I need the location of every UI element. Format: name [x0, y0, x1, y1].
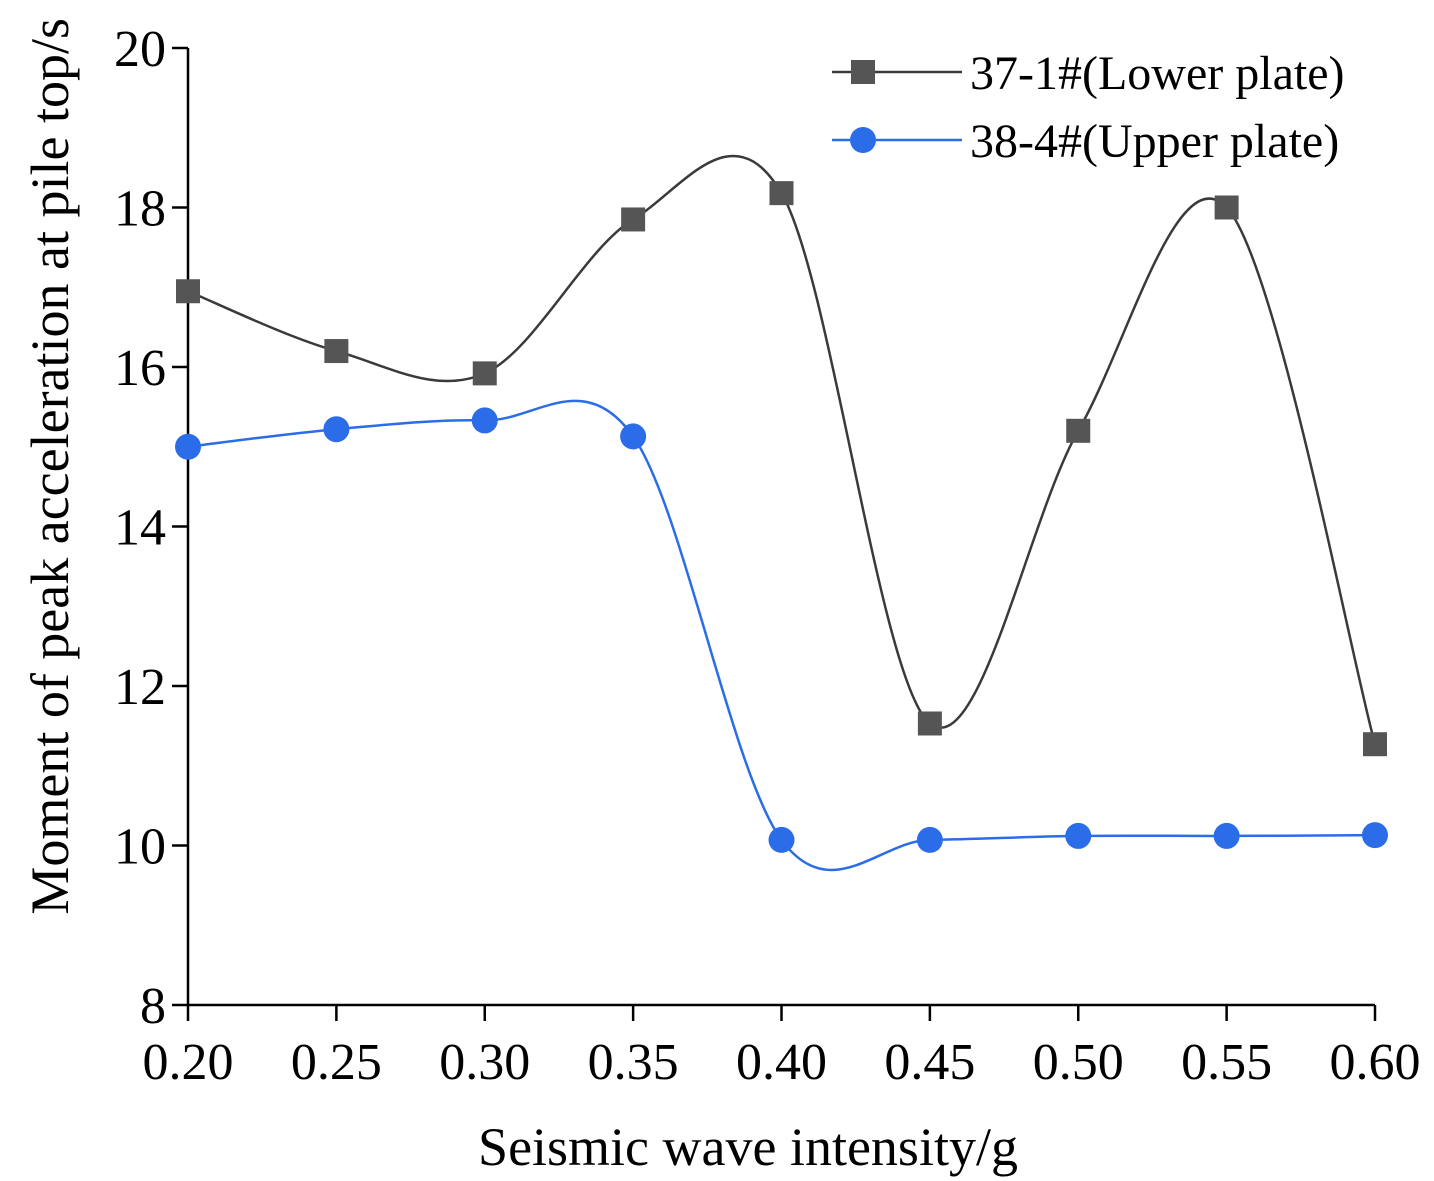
data-point-circle	[620, 423, 647, 450]
data-point-square	[769, 181, 794, 206]
y-tick-label: 16	[114, 340, 166, 397]
data-point-square	[917, 711, 942, 736]
data-point-square	[176, 279, 200, 304]
legend-label-1: 37-1#(Lower plate)	[970, 47, 1345, 100]
x-tick-label: 0.25	[291, 1034, 382, 1091]
x-tick-label: 0.20	[143, 1034, 234, 1091]
data-point-square	[1066, 418, 1091, 443]
data-point-circle	[1065, 822, 1092, 849]
y-tick-label: 18	[114, 181, 166, 238]
legend: 37-1#(Lower plate) 38-4#(Upper plate)	[832, 47, 1345, 168]
data-point-square	[1214, 195, 1239, 220]
series-line-1	[187, 154, 1377, 745]
data-point-square	[472, 361, 497, 386]
x-tick-label: 0.40	[736, 1034, 827, 1091]
axes: 8 10 12 14 16 18 20 0.20 0.25 0.30 0.35 0.40 0.45 0.5…	[114, 21, 1421, 1091]
x-tick-label: 0.60	[1330, 1034, 1421, 1091]
x-tick-label: 0.35	[588, 1034, 679, 1091]
y-tick-label: 14	[114, 500, 166, 557]
x-tick-label: 0.45	[884, 1034, 975, 1091]
data-point-circle	[1362, 822, 1388, 849]
legend-marker-square	[851, 60, 875, 84]
data-point-circle	[175, 433, 201, 460]
series-lines	[187, 154, 1377, 872]
y-tick-label: 20	[114, 21, 166, 78]
y-axis-title: Moment of peak acceleration at pile top/…	[20, 18, 80, 915]
x-tick-label: 0.50	[1033, 1034, 1124, 1091]
series-line-2	[187, 399, 1376, 872]
data-point-circle	[471, 407, 498, 434]
data-point-circle	[768, 826, 795, 853]
data-point-circle	[916, 826, 943, 853]
y-tick-label: 8	[140, 978, 166, 1035]
data-point-circle	[1213, 822, 1240, 849]
data-point-square	[324, 339, 349, 364]
x-tick-label: 0.30	[439, 1034, 530, 1091]
y-tick-label: 10	[114, 819, 166, 876]
x-tick-label: 0.55	[1181, 1034, 1272, 1091]
data-point-circle	[323, 416, 350, 443]
series-markers	[175, 181, 1388, 853]
y-tick-label: 12	[114, 659, 166, 716]
legend-label-2: 38-4#(Upper plate)	[970, 115, 1339, 168]
x-axis-title: Seismic wave intensity/g	[478, 1117, 1018, 1177]
data-point-square	[1363, 732, 1387, 757]
legend-marker-circle	[850, 127, 876, 153]
data-point-square	[621, 207, 646, 232]
